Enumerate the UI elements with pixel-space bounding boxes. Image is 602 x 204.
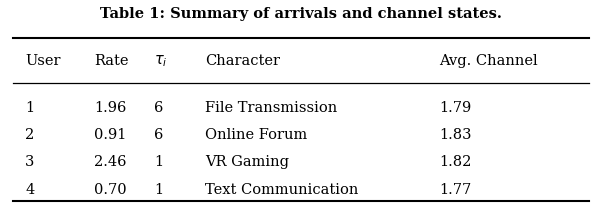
Text: 2: 2 — [25, 128, 34, 142]
Text: 1: 1 — [25, 101, 34, 115]
Text: 6: 6 — [154, 101, 164, 115]
Text: File Transmission: File Transmission — [205, 101, 337, 115]
Text: VR Gaming: VR Gaming — [205, 155, 289, 169]
Text: Table 1: Summary of arrivals and channel states.: Table 1: Summary of arrivals and channel… — [100, 7, 502, 21]
Text: 3: 3 — [25, 155, 35, 169]
Text: Avg. Channel: Avg. Channel — [439, 54, 538, 68]
Text: $\tau_i$: $\tau_i$ — [154, 53, 168, 69]
Text: 1.83: 1.83 — [439, 128, 471, 142]
Text: 0.70: 0.70 — [95, 183, 127, 196]
Text: Online Forum: Online Forum — [205, 128, 308, 142]
Text: 6: 6 — [154, 128, 164, 142]
Text: Character: Character — [205, 54, 280, 68]
Text: 1.82: 1.82 — [439, 155, 471, 169]
Text: 1: 1 — [154, 183, 163, 196]
Text: Text Communication: Text Communication — [205, 183, 359, 196]
Text: Rate: Rate — [95, 54, 129, 68]
Text: 1.77: 1.77 — [439, 183, 471, 196]
Text: User: User — [25, 54, 61, 68]
Text: 1.79: 1.79 — [439, 101, 471, 115]
Text: 2.46: 2.46 — [95, 155, 127, 169]
Text: 0.91: 0.91 — [95, 128, 126, 142]
Text: 4: 4 — [25, 183, 34, 196]
Text: 1: 1 — [154, 155, 163, 169]
Text: 1.96: 1.96 — [95, 101, 126, 115]
